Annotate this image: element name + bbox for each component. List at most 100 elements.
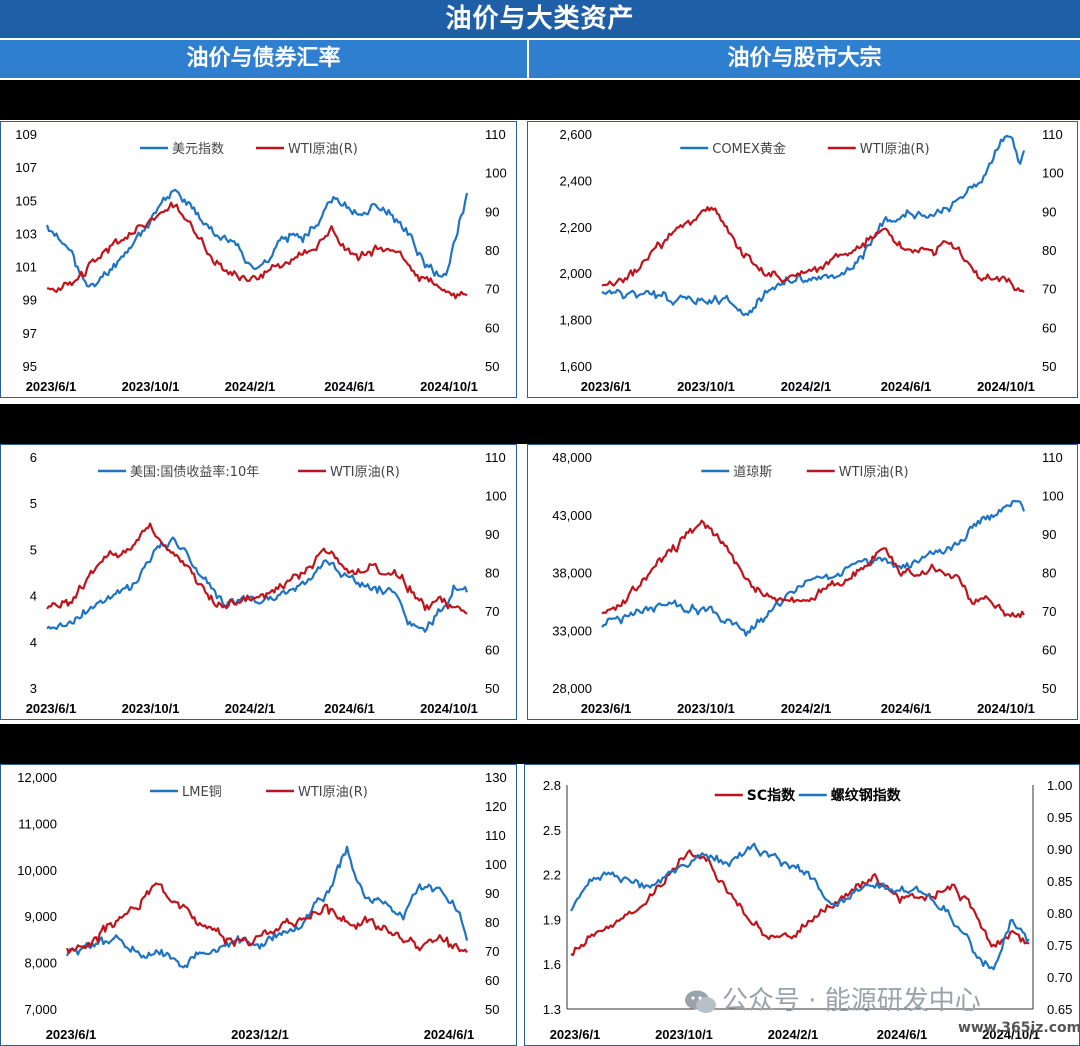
- legend-label: 道琼斯: [733, 465, 772, 480]
- y-right-tick-label: 90: [485, 204, 499, 219]
- y-right-tick-label: 80: [485, 566, 499, 581]
- y-left-tick-label: 2.5: [543, 823, 561, 838]
- y-right-tick-label: 80: [485, 243, 499, 258]
- x-tick-label: 2023/6/1: [550, 1027, 601, 1042]
- chart-gold-wti: 1,600 1,800 2,000 2,200 2,400 2,600 50 60 70 80 90…: [527, 121, 1078, 398]
- y-left-tick-label: 7,000: [24, 1002, 57, 1017]
- x-tick-label: 2024/10/1: [977, 379, 1035, 394]
- x-tick-label: 2024/6/1: [424, 1027, 475, 1042]
- x-tick-label: 2024/10/1: [982, 1027, 1040, 1042]
- y-left-tick-label: 2.8: [543, 778, 561, 793]
- y-left-tick-label: 6: [30, 450, 37, 465]
- y-right-tick-label: 60: [1042, 643, 1056, 658]
- y-right-tick-label: 60: [485, 320, 499, 335]
- y-right-tick-label: 90: [485, 527, 499, 542]
- series-line-secondary: [601, 519, 1025, 619]
- x-tick-label: 2024/10/1: [420, 701, 478, 716]
- y-right-tick-label: 100: [485, 857, 507, 872]
- chart-usd-wti: 95 97 99 101 103 105 107 109 50 60 70 80 90 100 110 202…: [0, 121, 517, 398]
- x-tick-label: 2024/2/1: [781, 701, 832, 716]
- chart-sc-rebar: 1.3 1.6 1.9 2.2 2.5 2.8 0.65 0.70 0.75 0.80 0.85 0.…: [524, 764, 1080, 1046]
- series-line-secondary: [46, 201, 468, 300]
- y-right-tick-label: 0.65: [1047, 1002, 1072, 1017]
- left-section-header: 油价与债券汇率: [0, 40, 527, 78]
- legend-label: 美国:国债收益率:10年: [130, 464, 259, 480]
- x-tick-label: 2024/6/1: [324, 379, 375, 394]
- series-line-primary: [45, 188, 469, 288]
- y-left-tick-label: 5: [30, 496, 37, 511]
- divider-bar-3: [0, 724, 1080, 764]
- x-tick-label: 2024/2/1: [225, 379, 276, 394]
- y-right-tick-label: 50: [1042, 359, 1056, 374]
- watermark-site: www.365jz.com: [958, 1020, 1080, 1036]
- y-left-tick-label: 97: [23, 326, 37, 341]
- y-left-tick-label: 4: [30, 589, 37, 604]
- chart-copper-wti: 7,000 8,000 9,000 10,000 11,000 12,000 50 60 70 8…: [0, 764, 517, 1046]
- x-tick-label: 2023/6/1: [26, 379, 77, 394]
- y-right-tick-label: 70: [485, 604, 499, 619]
- right-section-header: 油价与股市大宗: [529, 40, 1080, 78]
- watermark-text: 公众号 · 能源研发中心: [722, 986, 981, 1016]
- y-right-tick-label: 100: [485, 489, 507, 504]
- y-right-tick-label: 80: [1042, 243, 1056, 258]
- y-left-tick-label: 5: [30, 542, 37, 557]
- y-right-tick-label: 0.75: [1047, 938, 1072, 953]
- y-left-tick-label: 1,800: [559, 313, 592, 328]
- y-right-tick-label: 80: [1042, 566, 1056, 581]
- y-left-tick-label: 11,000: [18, 816, 57, 831]
- y-left-tick-label: 33,000: [552, 623, 592, 638]
- y-left-tick-label: 107: [15, 160, 37, 175]
- y-right-tick-label: 50: [485, 1002, 499, 1017]
- y-left-tick-label: 38,000: [552, 566, 592, 581]
- x-tick-label: 2024/2/1: [781, 379, 832, 394]
- legend-label: WTI原油(R): [330, 465, 400, 480]
- y-right-tick-label: 0.80: [1047, 906, 1072, 921]
- series-line-secondary: [601, 206, 1025, 294]
- x-tick-label: 2024/10/1: [977, 701, 1035, 716]
- y-right-tick-label: 90: [1042, 527, 1056, 542]
- x-tick-label: 2023/6/1: [26, 701, 77, 716]
- y-left-tick-label: 1.3: [543, 1002, 561, 1017]
- y-right-tick-label: 90: [485, 886, 499, 901]
- y-right-tick-label: 130: [485, 770, 507, 785]
- legend-label: WTI原油(R): [860, 142, 930, 157]
- chart-dow-wti: 28,000 33,000 38,000 43,000 48,000 50 60 70 80 90…: [527, 444, 1078, 720]
- y-right-tick-label: 60: [485, 643, 499, 658]
- y-right-tick-label: 110: [1042, 450, 1063, 465]
- y-right-tick-label: 110: [485, 450, 506, 465]
- divider-bar-1: [0, 80, 1080, 120]
- y-right-tick-label: 110: [485, 828, 506, 843]
- y-right-tick-label: 50: [485, 359, 499, 374]
- x-tick-label: 2023/6/1: [581, 701, 632, 716]
- y-left-tick-label: 48,000: [552, 450, 592, 465]
- series-line-primary: [601, 499, 1026, 637]
- x-tick-label: 2024/6/1: [324, 701, 375, 716]
- y-left-tick-label: 101: [15, 260, 37, 275]
- y-left-tick-label: 43,000: [552, 508, 592, 523]
- y-right-tick-label: 100: [1042, 489, 1064, 504]
- y-left-tick-label: 1.6: [543, 957, 561, 972]
- legend-label: WTI原油(R): [288, 142, 358, 157]
- y-left-tick-label: 109: [15, 127, 37, 142]
- y-right-tick-label: 100: [485, 166, 507, 181]
- y-left-tick-label: 1.9: [543, 912, 561, 927]
- legend-label: SC指数: [747, 787, 796, 804]
- series-line-secondary: [65, 882, 468, 955]
- y-right-tick-label: 50: [1042, 681, 1056, 696]
- y-right-tick-label: 60: [1042, 320, 1056, 335]
- y-right-tick-label: 110: [1042, 127, 1063, 142]
- y-right-tick-label: 0.85: [1047, 874, 1072, 889]
- x-tick-label: 2023/10/1: [122, 379, 180, 394]
- series-line-primary: [570, 849, 1030, 957]
- chart-svg-copper: 7,000 8,000 9,000 10,000 11,000 12,000 50 60 70 8…: [17, 770, 507, 1042]
- legend-label: LME铜: [182, 785, 222, 800]
- x-tick-label: 2024/6/1: [881, 701, 932, 716]
- y-left-tick-label: 2.2: [543, 868, 561, 883]
- y-right-tick-label: 0.95: [1047, 810, 1072, 825]
- y-left-tick-label: 2,400: [559, 173, 592, 188]
- chart-svg-dow: 28,000 33,000 38,000 43,000 48,000 50 60 70 80 90…: [552, 450, 1064, 716]
- y-left-tick-label: 10,000: [17, 863, 57, 878]
- y-right-tick-label: 0.70: [1047, 970, 1072, 985]
- series-line-primary: [65, 845, 469, 969]
- y-right-tick-label: 90: [1042, 204, 1056, 219]
